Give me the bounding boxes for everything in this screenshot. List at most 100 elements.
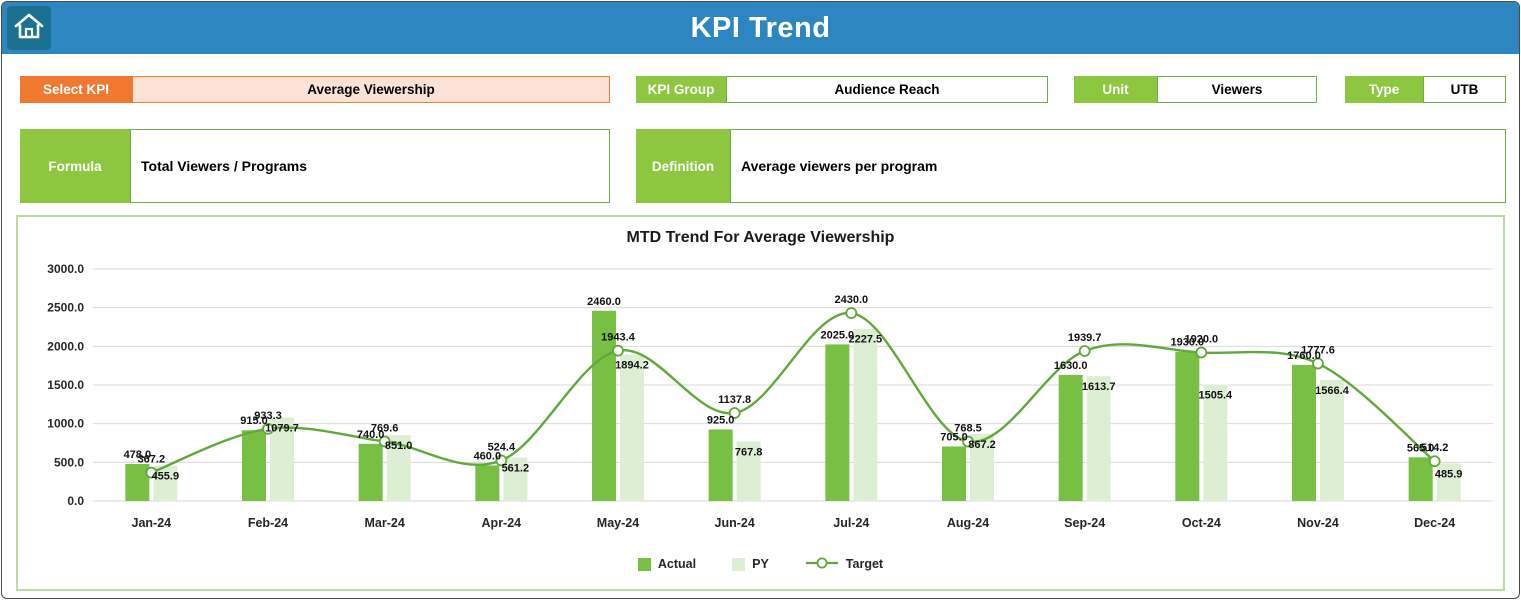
svg-text:Sep-24: Sep-24: [1064, 516, 1105, 530]
legend-target-label: Target: [845, 557, 884, 571]
svg-text:2430.0: 2430.0: [834, 294, 868, 306]
svg-text:May-24: May-24: [596, 516, 638, 530]
svg-text:1505.4: 1505.4: [1198, 390, 1233, 402]
svg-text:1894.2: 1894.2: [615, 360, 649, 372]
svg-text:Jun-24: Jun-24: [714, 516, 754, 530]
home-icon: [13, 11, 45, 46]
svg-text:455.9: 455.9: [151, 471, 179, 483]
svg-text:Oct-24: Oct-24: [1181, 516, 1220, 530]
actual-swatch: [637, 557, 651, 571]
py-bars: [152, 328, 1461, 501]
header: KPI Trend: [2, 2, 1519, 54]
chart-legend: Actual PY Target: [18, 553, 1503, 575]
svg-text:1939.7: 1939.7: [1067, 332, 1101, 344]
actual-bars: [124, 310, 1433, 501]
svg-text:915.0: 915.0: [240, 415, 268, 427]
legend-item-py: PY: [732, 557, 769, 571]
svg-text:1500.0: 1500.0: [47, 378, 84, 392]
definition-control: Definition Average viewers per program: [636, 129, 1506, 203]
chart-card: MTD Trend For Average Viewership 0.0 500.…: [16, 215, 1505, 591]
target-swatch: [805, 556, 839, 573]
svg-text:1630.0: 1630.0: [1053, 360, 1087, 372]
select-kpi-label: Select KPI: [20, 76, 132, 103]
svg-text:1000.0: 1000.0: [47, 417, 84, 431]
type-label: Type: [1345, 76, 1423, 103]
svg-text:769.6: 769.6: [370, 422, 398, 434]
svg-text:514.2: 514.2: [1420, 442, 1448, 454]
svg-text:933.3: 933.3: [254, 410, 282, 422]
target-swatch-svg: [805, 557, 838, 568]
svg-text:1943.4: 1943.4: [601, 332, 636, 344]
target-markers: [144, 307, 1441, 479]
svg-text:478.0: 478.0: [123, 449, 151, 461]
svg-text:1613.7: 1613.7: [1081, 381, 1115, 393]
svg-text:500.0: 500.0: [53, 455, 83, 469]
target-swatch-marker: [816, 557, 828, 568]
legend-item-target: Target: [805, 556, 883, 573]
svg-text:1777.6: 1777.6: [1301, 345, 1335, 357]
svg-text:1930.0: 1930.0: [1170, 337, 1204, 349]
svg-text:705.0: 705.0: [940, 431, 968, 443]
kpi-chart-svg: 0.0 500.0 1000.0 1500.0 2000.0 2500.0 3000.0 47…: [47, 262, 1493, 530]
svg-text:3000.0: 3000.0: [47, 262, 84, 276]
svg-text:2025.0: 2025.0: [820, 329, 854, 341]
svg-text:367.2: 367.2: [137, 454, 165, 466]
type-value: UTB: [1423, 76, 1506, 103]
kpi-group-label: KPI Group: [636, 76, 726, 103]
svg-text:1920.0: 1920.0: [1184, 334, 1218, 346]
unit-value: Viewers: [1157, 76, 1317, 103]
svg-text:561.2: 561.2: [501, 463, 529, 475]
svg-text:768.5: 768.5: [954, 423, 982, 435]
definition-value: Average viewers per program: [730, 129, 1506, 203]
svg-text:2227.5: 2227.5: [848, 334, 882, 346]
svg-text:Aug-24: Aug-24: [946, 516, 988, 530]
svg-text:565.0: 565.0: [1406, 442, 1434, 454]
target-line: [150, 311, 1435, 474]
formula-label: Formula: [20, 129, 130, 203]
svg-text:Jan-24: Jan-24: [131, 516, 171, 530]
svg-text:485.9: 485.9: [1434, 468, 1462, 480]
svg-text:Feb-24: Feb-24: [247, 516, 287, 530]
select-kpi-value-dropdown[interactable]: Average Viewership: [132, 76, 610, 103]
svg-text:Apr-24: Apr-24: [481, 516, 521, 530]
svg-text:1079.7: 1079.7: [265, 423, 299, 435]
svg-text:524.4: 524.4: [487, 441, 515, 453]
svg-text:460.0: 460.0: [473, 450, 501, 462]
svg-text:Jul-24: Jul-24: [833, 516, 869, 530]
page-title: KPI Trend: [690, 11, 831, 44]
svg-text:767.8: 767.8: [734, 447, 762, 459]
py-swatch: [732, 557, 746, 571]
definition-label: Definition: [636, 129, 730, 203]
unit-control: Unit Viewers: [1074, 76, 1317, 103]
svg-text:0.0: 0.0: [67, 494, 84, 508]
svg-text:Mar-24: Mar-24: [364, 516, 404, 530]
svg-text:851.0: 851.0: [384, 440, 412, 452]
svg-text:925.0: 925.0: [706, 414, 734, 426]
svg-text:Nov-24: Nov-24: [1297, 516, 1339, 530]
unit-label: Unit: [1074, 76, 1157, 103]
controls-row: Select KPI Average Viewership KPI Group …: [2, 76, 1519, 103]
home-button[interactable]: [7, 6, 51, 50]
chart-title: MTD Trend For Average Viewership: [626, 229, 895, 246]
svg-text:Dec-24: Dec-24: [1414, 516, 1455, 530]
kpi-group-control: KPI Group Audience Reach: [636, 76, 1048, 103]
svg-text:1566.4: 1566.4: [1315, 385, 1350, 397]
select-kpi-control: Select KPI Average Viewership: [20, 76, 610, 103]
svg-text:2000.0: 2000.0: [47, 339, 84, 353]
svg-text:740.0: 740.0: [356, 429, 384, 441]
svg-text:867.2: 867.2: [968, 439, 996, 451]
kpi-group-value: Audience Reach: [726, 76, 1048, 103]
legend-actual-label: Actual: [657, 557, 697, 571]
svg-text:2500.0: 2500.0: [47, 301, 84, 315]
svg-text:1760.0: 1760.0: [1287, 350, 1321, 362]
legend-py-label: PY: [752, 557, 769, 571]
legend-item-actual: Actual: [637, 557, 697, 571]
formula-value: Total Viewers / Programs: [130, 129, 610, 203]
type-control: Type UTB: [1345, 76, 1506, 103]
svg-text:2460.0: 2460.0: [587, 296, 621, 308]
svg-text:1137.8: 1137.8: [718, 394, 751, 406]
formula-row: Formula Total Viewers / Programs Definit…: [2, 129, 1519, 203]
x-axis-labels: Jan-24 Feb-24 Mar-24 Apr-24 May-24 Jun-24 Jul-…: [131, 516, 1455, 530]
